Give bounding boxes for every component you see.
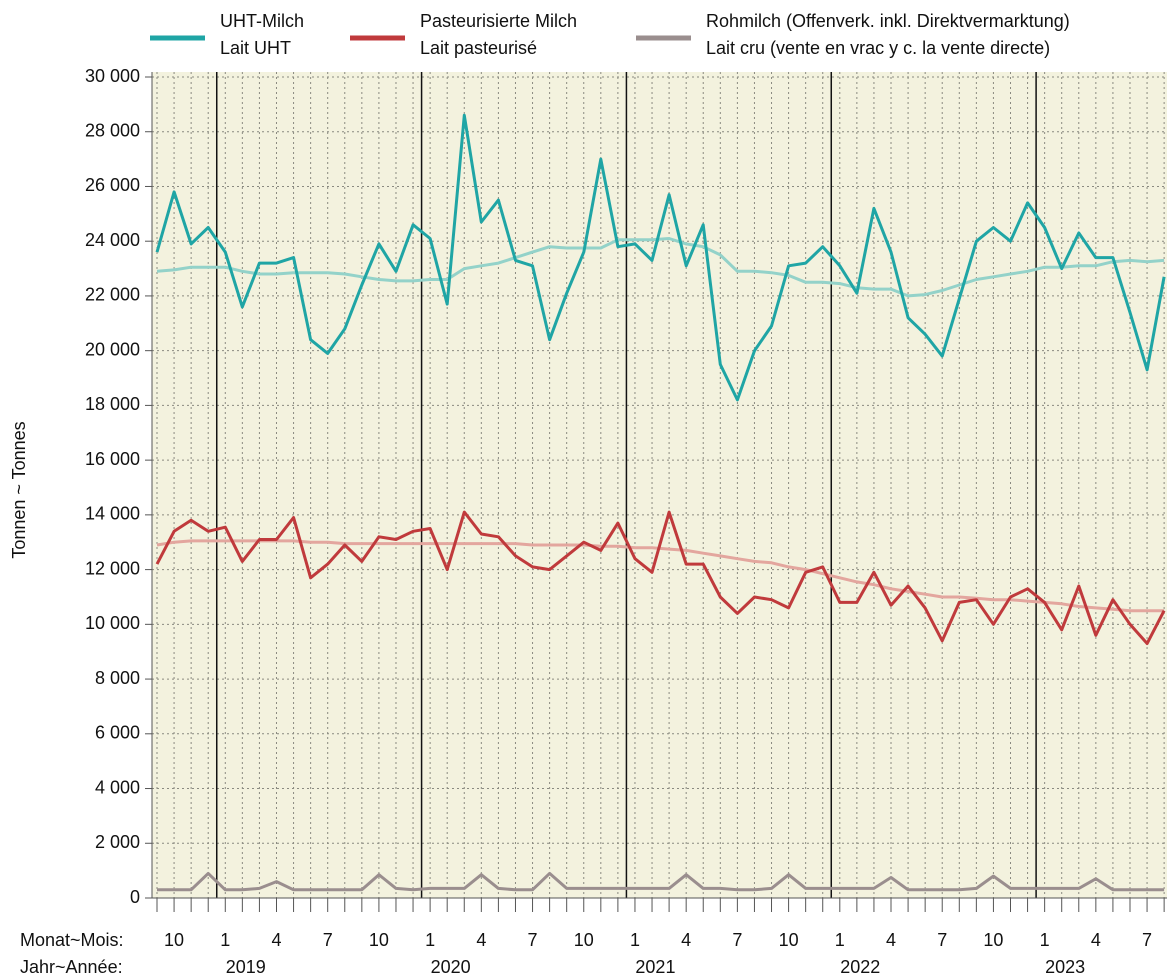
legend-label: Pasteurisierte Milch	[420, 11, 577, 31]
y-tick-label: 2 000	[95, 832, 140, 852]
x-tick-label: 10	[779, 930, 799, 950]
year-label: 2023	[1045, 957, 1085, 976]
y-tick-label: 26 000	[85, 175, 140, 195]
x-tick-label: 7	[323, 930, 333, 950]
x-tick-label: 4	[1091, 930, 1101, 950]
y-tick-label: 28 000	[85, 120, 140, 140]
x-tick-label: 7	[937, 930, 947, 950]
x-tick-label: 1	[220, 930, 230, 950]
y-tick-label: 22 000	[85, 285, 140, 305]
legend-label: UHT-Milch	[220, 11, 304, 31]
x-tick-label: 10	[164, 930, 184, 950]
y-tick-label: 30 000	[85, 66, 140, 86]
y-tick-label: 10 000	[85, 613, 140, 633]
x-tick-label: 7	[528, 930, 538, 950]
series-line	[155, 113, 1166, 402]
month-row-label: Monat~Mois:	[20, 930, 124, 950]
y-tick-label: 20 000	[85, 339, 140, 359]
legend-label: Lait UHT	[220, 38, 291, 58]
x-tick-label: 1	[1040, 930, 1050, 950]
year-row-label: Jahr~Année:	[20, 957, 123, 976]
x-tick-label: 10	[983, 930, 1003, 950]
x-tick-label: 1	[630, 930, 640, 950]
y-axis-label: Tonnen ~ Tonnes	[9, 421, 29, 558]
y-tick-label: 24 000	[85, 230, 140, 250]
y-tick-label: 0	[130, 887, 140, 907]
legend-label: Rohmilch (Offenverk. inkl. Direktvermark…	[706, 11, 1070, 31]
series-line	[155, 510, 1166, 645]
year-label: 2022	[840, 957, 880, 976]
x-tick-label: 4	[476, 930, 486, 950]
x-tick-label: 7	[1142, 930, 1152, 950]
y-tick-label: 12 000	[85, 558, 140, 578]
series-line	[157, 871, 1165, 892]
y-tick-label: 6 000	[95, 723, 140, 743]
x-tick-label: 1	[835, 930, 845, 950]
year-label: 2020	[431, 957, 471, 976]
trend-line	[156, 539, 1165, 613]
y-tick-label: 14 000	[85, 504, 140, 524]
y-tick-label: 18 000	[85, 394, 140, 414]
x-tick-label: 7	[732, 930, 742, 950]
x-tick-label: 4	[271, 930, 281, 950]
plot-background	[152, 72, 1167, 898]
x-tick-label: 1	[425, 930, 435, 950]
trend-line	[156, 237, 1165, 298]
year-label: 2019	[226, 957, 266, 976]
x-tick-label: 10	[369, 930, 389, 950]
y-tick-label: 4 000	[95, 777, 140, 797]
x-tick-label: 4	[681, 930, 691, 950]
y-tick-label: 8 000	[95, 668, 140, 688]
x-tick-label: 10	[574, 930, 594, 950]
year-label: 2021	[635, 957, 675, 976]
y-tick-label: 16 000	[85, 449, 140, 469]
legend-label: Lait cru (vente en vrac y c. la vente di…	[706, 38, 1050, 58]
x-tick-label: 4	[886, 930, 896, 950]
legend-label: Lait pasteurisé	[420, 38, 537, 58]
